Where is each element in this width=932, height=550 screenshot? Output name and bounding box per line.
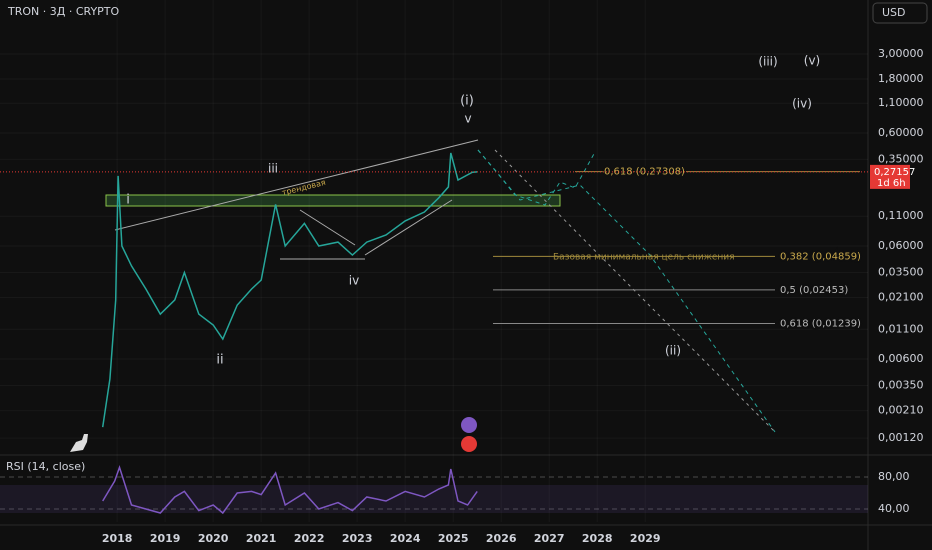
annotation: трендовая bbox=[281, 178, 327, 198]
y-tick-label: 0,02100 bbox=[878, 291, 924, 304]
price-line bbox=[101, 152, 478, 428]
countdown: 1d 6h bbox=[877, 178, 906, 189]
y-tick-label: 0,00210 bbox=[878, 404, 924, 417]
y-tick-label: 0,03500 bbox=[878, 265, 924, 278]
symbol: TRON · 3Д · CRYPTO bbox=[7, 5, 120, 18]
y-tick-label: 3,00000 bbox=[878, 47, 924, 60]
y-tick-label: 0,00600 bbox=[878, 352, 924, 365]
currency[interactable]: USD bbox=[882, 6, 906, 19]
price-tag bbox=[870, 164, 910, 189]
x-tick-label: 2024 bbox=[390, 532, 421, 545]
fib-label: 0,618 (0,01239) bbox=[780, 318, 861, 329]
y-tick-label: 0,01100 bbox=[878, 322, 924, 335]
triangle-side bbox=[299, 209, 356, 246]
x-tick-label: 2022 bbox=[294, 532, 325, 545]
fib-label: 0,382 (0,04859) bbox=[780, 251, 861, 262]
x-tick-label: 2019 bbox=[150, 532, 181, 545]
x-tick-label: 2027 bbox=[534, 532, 565, 545]
price-tag-label: 0,27157 bbox=[874, 167, 915, 178]
projection-b bbox=[477, 149, 776, 433]
y-tick-label: 0,06000 bbox=[878, 239, 924, 252]
x-tick-label: 2025 bbox=[438, 532, 469, 545]
projection-c bbox=[494, 149, 776, 433]
annotation: v bbox=[464, 112, 471, 126]
y-tick-label: 1,10000 bbox=[878, 96, 924, 109]
y-tick-label: 1,80000 bbox=[878, 72, 924, 85]
annotation: iii bbox=[268, 162, 278, 176]
fib-label: 0,618 (0,27308) bbox=[604, 167, 685, 178]
y-tick-label: 80,00 bbox=[878, 470, 910, 483]
x-tick-label: 2021 bbox=[246, 532, 277, 545]
y-tick-label: 0,11000 bbox=[878, 209, 924, 222]
annotation: i bbox=[126, 193, 130, 208]
x-tick-label: 2020 bbox=[198, 532, 229, 545]
annotation: Базовая минимальная цель снижения bbox=[553, 253, 735, 263]
y-tick-label: 0,00120 bbox=[878, 431, 924, 444]
resistance-zone bbox=[105, 194, 561, 207]
y-tick-label: 0,60000 bbox=[878, 126, 924, 139]
annotation: (ii) bbox=[665, 344, 681, 358]
annotation: (i) bbox=[460, 94, 474, 109]
rsi-title: RSI (14, close) bbox=[6, 460, 85, 473]
annotation: iv bbox=[349, 274, 359, 288]
y-tick-label: 40,00 bbox=[878, 502, 910, 515]
price-line bbox=[102, 465, 478, 515]
x-tick-label: 2026 bbox=[486, 532, 517, 545]
annotation: (v) bbox=[804, 54, 820, 68]
annotation: ii bbox=[216, 353, 223, 368]
channel-line bbox=[364, 199, 453, 256]
event-icon[interactable] bbox=[461, 417, 477, 433]
x-tick-label: 2029 bbox=[630, 532, 661, 545]
y-tick-label: 0,35000 bbox=[878, 152, 924, 165]
fib-label: 0,5 (0,02453) bbox=[780, 285, 848, 296]
logo bbox=[70, 434, 88, 452]
trend-line bbox=[114, 139, 479, 231]
annotation: (iv) bbox=[792, 97, 812, 111]
annotation: (iii) bbox=[758, 55, 777, 69]
x-tick-label: 2023 bbox=[342, 532, 373, 545]
y-tick-label: 0,00350 bbox=[878, 379, 924, 392]
x-tick-label: 2018 bbox=[102, 532, 133, 545]
event-icon[interactable] bbox=[461, 436, 477, 452]
currency-button[interactable] bbox=[872, 2, 928, 24]
x-tick-label: 2028 bbox=[582, 532, 613, 545]
